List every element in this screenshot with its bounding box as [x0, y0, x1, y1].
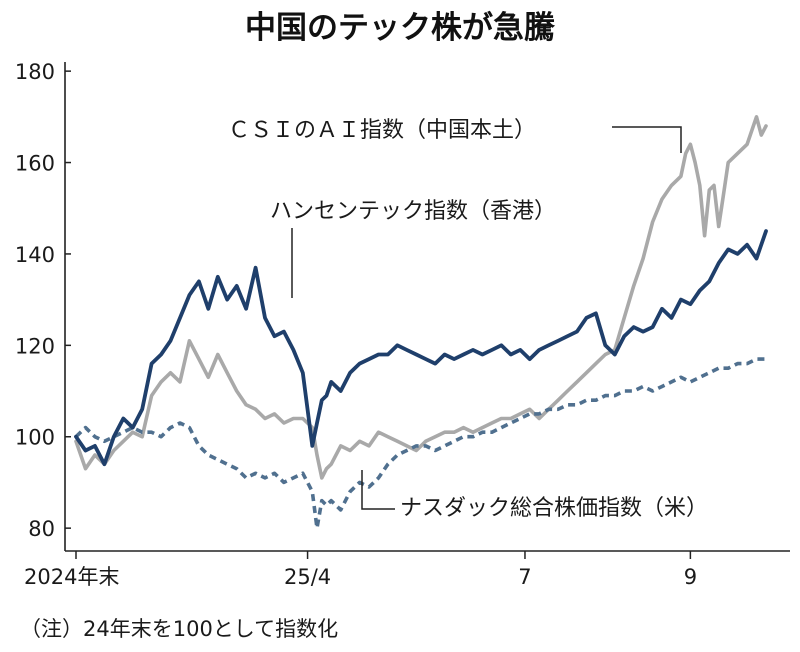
- y-tick-label: 160: [15, 152, 55, 176]
- x-axis: 2024年末 25/4 7 9: [24, 550, 790, 589]
- chart-note: （注）24年末を100として指数化: [20, 617, 338, 641]
- y-tick-label: 140: [15, 243, 55, 267]
- y-axis: 80 100 120 140 160 180: [15, 60, 71, 551]
- series-line-nasdaq: [74, 357, 766, 530]
- label-csi-ai: ＣＳＩのＡＩ指数（中国本土）: [228, 118, 536, 143]
- chart-title: 中国のテック株が急騰: [245, 10, 555, 46]
- x-ticks: 2024年末 25/4 7 9: [24, 551, 697, 589]
- leader-csi-ai: [612, 126, 682, 153]
- y-tick-label: 180: [15, 60, 55, 84]
- x-tick-label: 2024年末: [24, 565, 119, 589]
- series-line-csi-ai: [74, 115, 768, 480]
- y-tick-label: 100: [15, 426, 55, 450]
- y-tick-label: 120: [15, 334, 55, 358]
- series-line-hang-seng-tech: [74, 229, 768, 467]
- leader-nasdaq: [361, 470, 395, 510]
- x-tick-label: 25/4: [284, 565, 331, 589]
- series-labels: ＣＳＩのＡＩ指数（中国本土） ハンセンテック指数（香港） ナスダック総合株価指数…: [228, 118, 708, 521]
- y-tick-label: 80: [28, 517, 55, 541]
- x-tick-label: 9: [684, 565, 697, 589]
- y-ticks: 80 100 120 140 160 180: [15, 60, 71, 541]
- label-hang-seng-tech: ハンセンテック指数（香港）: [270, 199, 556, 224]
- x-tick-label: 7: [518, 565, 531, 589]
- plot-area: [74, 115, 768, 530]
- label-nasdaq: ナスダック総合株価指数（米）: [400, 496, 708, 521]
